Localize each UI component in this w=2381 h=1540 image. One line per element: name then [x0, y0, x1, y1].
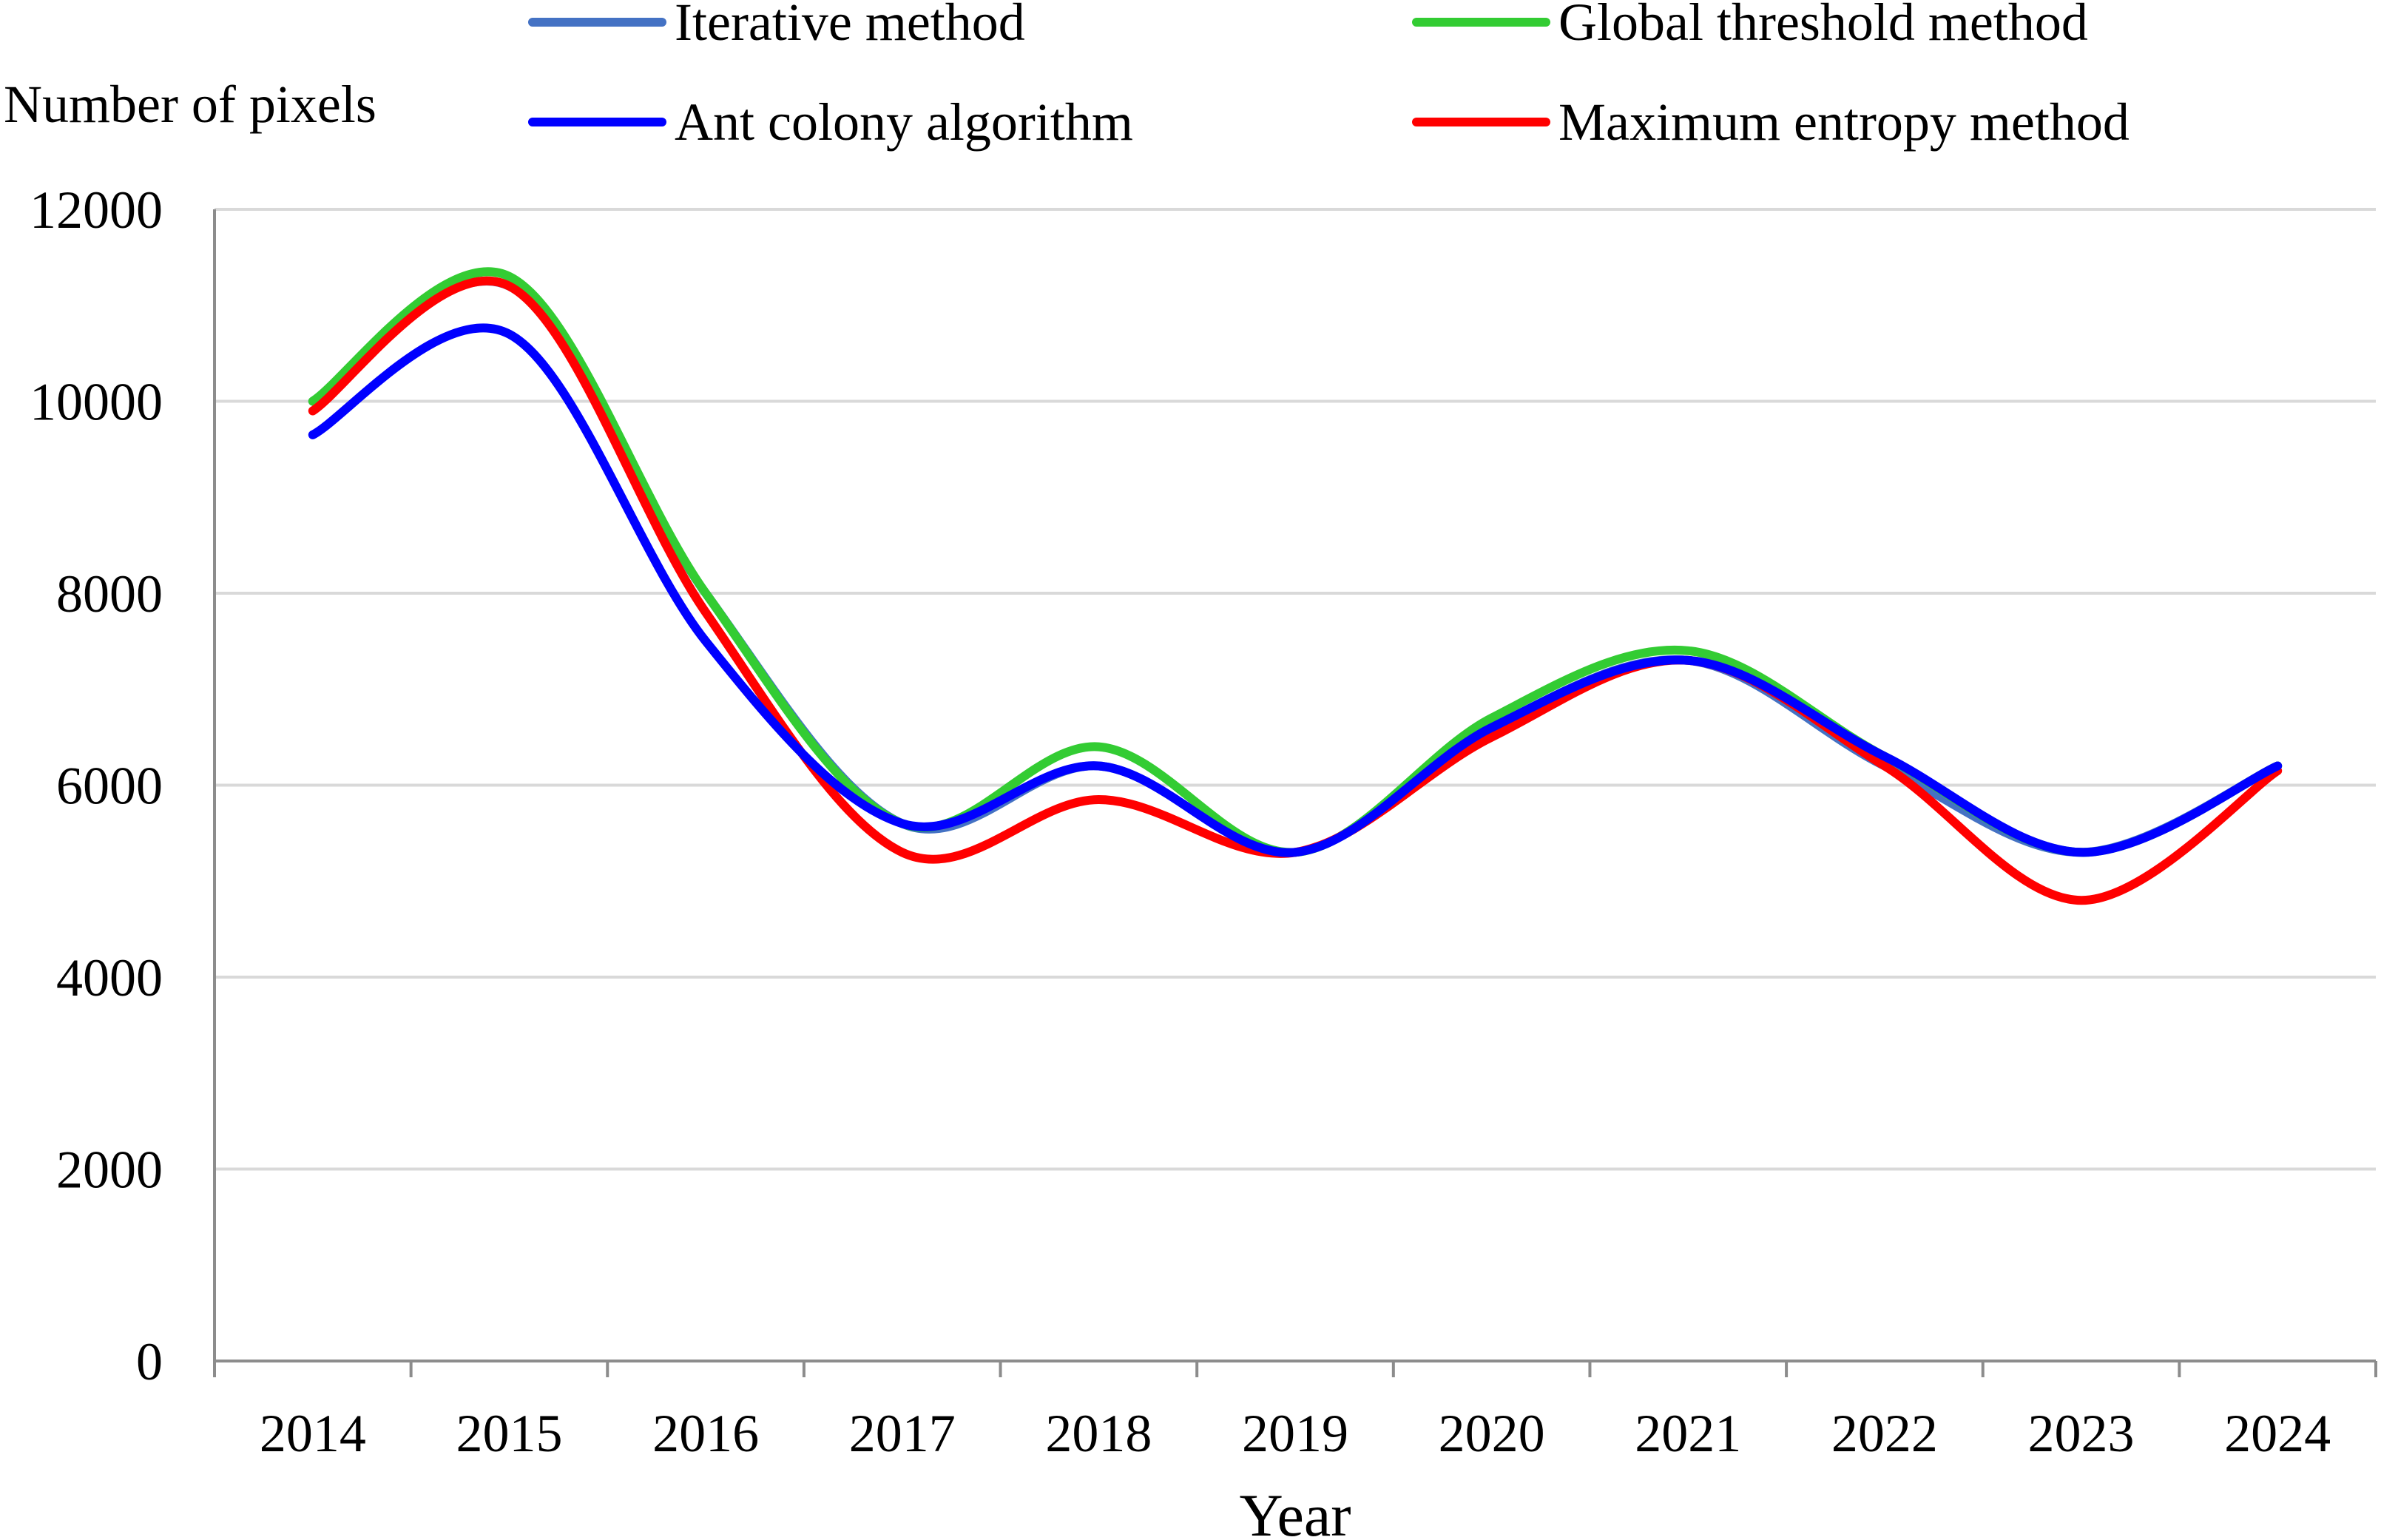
series-ant-colony-algorithm	[308, 323, 2283, 857]
series-iterative-method	[308, 276, 2283, 857]
axes	[213, 209, 2376, 1362]
series-global-threshold-method	[308, 267, 2283, 857]
x-tick-label: 2018	[1045, 1404, 1152, 1463]
legend-item-ant-colony-algorithm: Ant colony algorithm	[528, 92, 1133, 152]
x-tick-labels: 2014 2015 2016 2017 2018 2019 2020 2021 2022 2023…	[213, 1361, 2377, 1463]
legend-item-iterative-method: Iterative method	[528, 0, 1025, 52]
legend-item-maximum-entropy-method: Maximum entropy method	[1412, 92, 2130, 152]
x-tick-label: 2021	[1635, 1404, 1741, 1463]
series-maximum-entropy-method	[308, 276, 2283, 905]
x-tick-label: 2024	[2224, 1404, 2331, 1463]
x-tick-label: 2014	[260, 1404, 366, 1463]
y-tick-label: 4000	[56, 948, 163, 1007]
y-tick-label: 2000	[56, 1141, 163, 1200]
legend-label-global-threshold-method: Global threshold method	[1558, 0, 2088, 52]
series-line-maximum-entropy-method	[308, 276, 2283, 905]
series-line-iterative-method	[308, 276, 2283, 857]
x-tick-label: 2022	[1831, 1404, 1938, 1463]
series-line-ant-colony-algorithm	[308, 323, 2283, 857]
y-axis-title: Number of pixels	[4, 75, 376, 134]
legend-label-iterative-method: Iterative method	[675, 0, 1025, 52]
y-tick-label: 0	[136, 1332, 163, 1391]
legend-item-global-threshold-method: Global threshold method	[1412, 0, 2088, 52]
x-tick-label: 2020	[1439, 1404, 1545, 1463]
y-tick-label: 8000	[56, 564, 163, 624]
legend: Iterative method Global threshold method…	[528, 0, 2130, 152]
x-tick-label: 2016	[652, 1404, 759, 1463]
x-tick-label: 2019	[1242, 1404, 1348, 1463]
gridlines	[215, 208, 2376, 1171]
x-axis-title: Year	[1239, 1482, 1351, 1540]
x-tick-label: 2017	[849, 1404, 956, 1463]
x-tick-label: 2023	[2028, 1404, 2135, 1463]
series-line-global-threshold-method	[308, 267, 2283, 857]
y-tick-label: 6000	[56, 757, 163, 816]
y-tick-labels: 0 2000 4000 6000 8000 10000 12000	[30, 180, 163, 1391]
y-tick-label: 10000	[30, 373, 163, 432]
legend-label-maximum-entropy-method: Maximum entropy method	[1558, 92, 2130, 152]
x-tick-label: 2015	[456, 1404, 562, 1463]
legend-label-ant-colony-algorithm: Ant colony algorithm	[675, 92, 1133, 152]
series-lines	[308, 267, 2283, 905]
y-tick-label: 12000	[30, 180, 163, 240]
